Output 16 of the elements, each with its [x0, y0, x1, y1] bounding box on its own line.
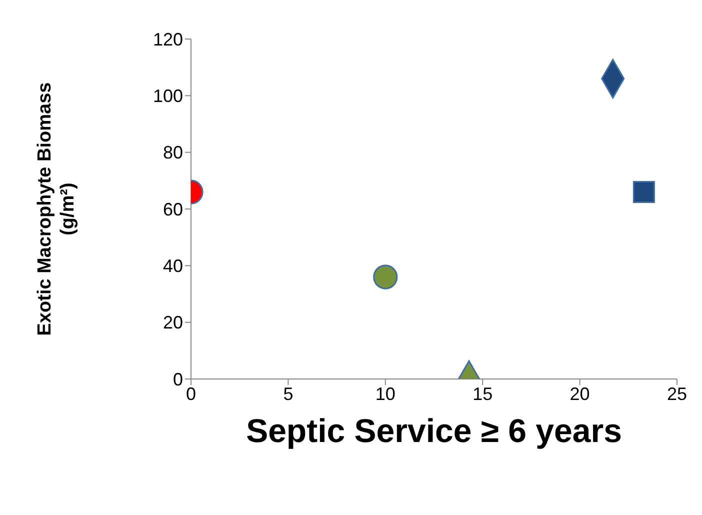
x-tick-label: 15 — [472, 384, 493, 404]
x-axis-title: Septic Service ≥ 6 years — [246, 412, 622, 449]
x-tick-label: 25 — [666, 384, 688, 404]
point — [632, 181, 655, 203]
y-tick-label: 100 — [152, 86, 183, 106]
y-tick-label: 0 — [172, 369, 183, 390]
x-tick-label: 10 — [375, 384, 396, 404]
x-tick-label: 5 — [283, 384, 294, 404]
y-axis-title: Exotic Macrophyte Biomass (g/m²) — [34, 82, 78, 336]
y-tick-label: 20 — [162, 312, 183, 333]
x-tick-label: 0 — [186, 384, 196, 404]
y-tick-label: 120 — [152, 29, 183, 50]
x-tick-label: 20 — [570, 384, 590, 404]
y-tick-label: 40 — [162, 256, 183, 276]
y-tick-label: 80 — [162, 142, 183, 163]
y-tick-label: 60 — [162, 199, 183, 220]
